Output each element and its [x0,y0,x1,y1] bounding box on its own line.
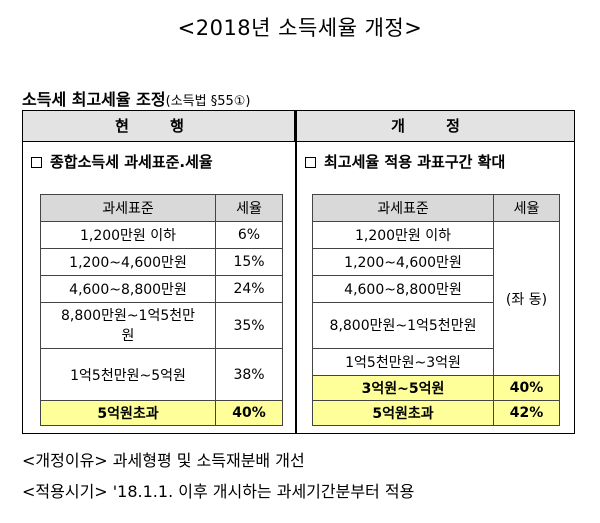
table-row: 1,200만원 이하 6% [40,221,283,249]
cell-rate: 6% [215,221,283,249]
cell-base: 3억원~5억원 [312,375,494,401]
cell-rate: 24% [215,275,283,303]
cell-base: 5억원초과 [312,400,494,426]
table-row-highlight: 3억원~5억원 40% [312,375,560,401]
col-header-base: 과세표준 [40,194,216,222]
document-title: <2018년 소득세율 개정> [177,16,423,40]
cell-base: 1,200~4,600만원 [312,248,494,276]
table-row: 1억5천만원~5억원 38% [40,348,283,401]
cell-base: 1억5천만원~3억원 [312,348,494,376]
cell-rate: 40% [493,375,560,401]
cell-base: 1,200~4,600만원 [40,248,216,276]
revised-box-title-text: 최고세율 적용 과표구간 확대 [324,153,506,171]
cell-base: 4,600~8,800만원 [312,275,494,303]
current-box-title: 종합소득세 과세표준.세율 [31,151,213,172]
revision-reason: <개정이유> 과세형평 및 소득재분배 개선 [22,451,305,470]
cell-rate-same-as-left: (좌 동) [493,221,560,376]
effective-date: <적용시기> '18.1.1. 이후 개시하는 과세기간분부터 적용 [22,482,415,501]
cell-rate: 38% [215,348,283,401]
cell-base: 5억원초과 [40,400,216,426]
table-row: 1,200만원 이하 (좌 동) [312,221,560,376]
cell-base: 1,200만원 이하 [40,221,216,249]
table-row: 1억5천만원~3억원 [312,348,560,376]
comparison-frame: 현 행 개 정 종합소득세 과세표준.세율 최고세율 적용 과표구간 확대 과세… [22,110,575,434]
revised-column-header: 개 정 [295,111,574,142]
table-header-row: 과세표준 세율 [40,194,283,222]
cell-rate: 15% [215,248,283,276]
section-subtitle: 소득세 최고세율 조정(소득법 §55①) [22,86,250,110]
cell-rate: 40% [215,400,283,426]
checkbox-square-icon [305,157,316,168]
table-row: 4,600~8,800만원 24% [40,275,283,303]
col-header-base: 과세표준 [312,194,494,222]
col-header-rate: 세율 [215,194,283,222]
table-row-highlight: 5억원초과 40% [40,400,283,426]
subtitle-law-reference: (소득법 §55①) [165,94,251,109]
column-divider [295,111,297,433]
table-row-highlight: 5억원초과 42% [312,400,560,426]
cell-rate: 35% [215,302,283,349]
table-row: 4,600~8,800만원 [312,275,560,303]
table-row: 1,200~4,600만원 [312,248,560,276]
table-header-row: 과세표준 세율 [312,194,560,222]
cell-base: 8,800만원~1억5천만원 [40,302,216,349]
col-header-rate: 세율 [493,194,560,222]
current-box-title-text: 종합소득세 과세표준.세율 [50,153,213,171]
cell-base: 8,800만원~1억5천만원 [312,302,494,349]
revised-box-title: 최고세율 적용 과표구간 확대 [305,151,505,172]
table-row: 8,800만원~1억5천만원 35% [40,302,283,349]
subtitle-main: 소득세 최고세율 조정 [22,90,166,109]
cell-base: 4,600~8,800만원 [40,275,216,303]
cell-base: 1,200만원 이하 [312,221,494,249]
checkbox-square-icon [31,157,42,168]
current-rate-table: 과세표준 세율 1,200만원 이하 6% 1,200~4,600만원 15% … [40,194,283,426]
table-row: 1,200~4,600만원 15% [40,248,283,276]
cell-base: 1억5천만원~5억원 [40,348,216,401]
revised-rate-table: 과세표준 세율 1,200만원 이하 (좌 동) 1,200~4,600만원 4… [312,194,560,426]
current-column-header: 현 행 [23,111,295,142]
cell-rate: 42% [493,400,560,426]
